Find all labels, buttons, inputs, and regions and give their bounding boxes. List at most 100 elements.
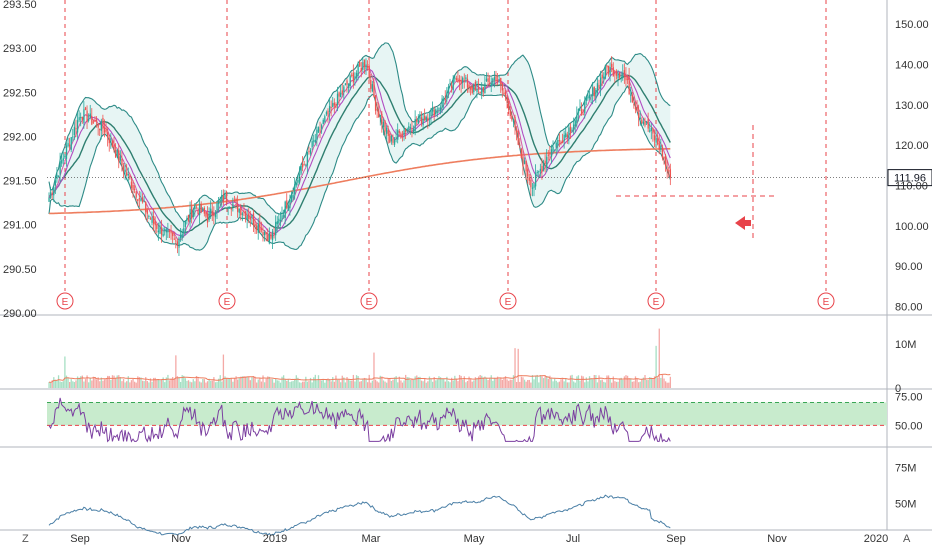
volume-bar xyxy=(427,381,429,388)
volume-bar xyxy=(412,379,415,388)
volume-bar xyxy=(664,381,667,388)
candle-body xyxy=(205,211,207,217)
candle-body xyxy=(647,118,649,129)
corner-button-a[interactable]: A xyxy=(903,533,911,545)
candle-body xyxy=(403,130,405,136)
volume-bar xyxy=(620,377,622,388)
candle-body xyxy=(241,213,244,215)
volume-bar xyxy=(84,379,87,388)
volume-bar xyxy=(660,377,662,388)
volume-bar xyxy=(89,377,91,388)
earnings-event-marker[interactable] xyxy=(360,292,378,310)
volume-bar xyxy=(528,379,530,388)
candle-body xyxy=(260,228,263,230)
volume-bar xyxy=(143,381,145,388)
candle-body xyxy=(273,233,275,235)
volume-bar xyxy=(599,380,602,388)
candle-body xyxy=(314,139,316,143)
volume-bar xyxy=(244,376,247,388)
candle-body xyxy=(455,78,458,81)
volume-bar xyxy=(290,381,293,388)
last-price-tag xyxy=(887,169,932,187)
candle-body xyxy=(639,117,641,119)
volume-bar xyxy=(476,378,478,388)
candle-body xyxy=(620,75,622,77)
volume-bar xyxy=(206,381,209,388)
volume-average-line xyxy=(48,373,671,383)
volume-bar xyxy=(92,376,95,388)
candle-body xyxy=(343,86,345,93)
volume-bar xyxy=(49,382,52,388)
candle-body xyxy=(457,78,459,82)
right-axis-tick: 130.00 xyxy=(895,100,929,112)
candle-body xyxy=(592,87,594,97)
candle-body xyxy=(316,129,318,140)
candle-body xyxy=(214,212,217,218)
candle-body xyxy=(601,74,603,79)
candle-body xyxy=(321,125,323,129)
volume-bar xyxy=(534,376,537,388)
candle-body xyxy=(490,82,492,87)
volume-bar xyxy=(530,382,532,388)
corner-buttons[interactable]: Z A xyxy=(22,533,911,545)
volume-bar xyxy=(275,378,277,388)
volume-bar xyxy=(506,379,508,388)
candle-body xyxy=(359,62,361,67)
candle-body xyxy=(333,102,335,106)
candle-body xyxy=(284,201,286,219)
candle-body xyxy=(88,119,90,121)
volume-bar xyxy=(577,375,580,388)
candle-body xyxy=(450,85,453,89)
corner-button-z[interactable]: Z xyxy=(22,533,29,545)
candle-body xyxy=(587,96,589,99)
candle-body xyxy=(95,119,98,122)
earnings-event-marker[interactable] xyxy=(56,292,74,310)
volume-bar xyxy=(487,380,489,388)
volume-bar xyxy=(181,375,183,388)
candle-body xyxy=(431,107,434,112)
candle-body xyxy=(308,151,310,153)
volume-bar xyxy=(321,380,323,388)
candle-body xyxy=(54,180,57,186)
earnings-event-marker[interactable] xyxy=(499,292,517,310)
candle-body xyxy=(338,92,340,97)
candle-body xyxy=(289,200,291,208)
right-axis-tick: 150.00 xyxy=(895,19,929,31)
candle-body xyxy=(309,149,312,154)
candle-body xyxy=(509,110,511,117)
volume-bar xyxy=(633,381,635,388)
volume-bar xyxy=(257,379,259,388)
volume-bar xyxy=(631,381,633,388)
volume-bar xyxy=(531,375,534,388)
earnings-event-marker[interactable] xyxy=(218,292,236,310)
volume-bar xyxy=(550,378,553,388)
candle-body xyxy=(397,129,399,140)
arrow-left-icon[interactable] xyxy=(735,216,751,230)
annotation-layer[interactable]: 111.96 xyxy=(47,125,932,238)
volume-bar xyxy=(314,374,316,388)
volume-bar xyxy=(482,377,484,388)
earnings-event-marker[interactable] xyxy=(647,292,665,310)
candle-body xyxy=(416,119,418,122)
volume-bar xyxy=(62,381,64,388)
volume-bar xyxy=(595,375,597,388)
volume-bar xyxy=(463,376,465,388)
right-axis-tick: 140.00 xyxy=(895,60,929,72)
volume-bar xyxy=(541,376,543,388)
candle-body xyxy=(365,64,367,70)
volume-bar xyxy=(587,381,589,388)
volume-bar xyxy=(126,381,128,388)
volume-bar xyxy=(615,381,618,388)
candle-body xyxy=(294,184,296,195)
candle-body xyxy=(355,73,358,78)
volume-bar xyxy=(195,375,198,388)
candle-body xyxy=(76,120,79,133)
volume-bar xyxy=(222,354,225,388)
earnings-event-marker[interactable] xyxy=(817,292,835,310)
volume-bar xyxy=(145,377,147,388)
candle-body xyxy=(94,120,96,122)
candle-body xyxy=(341,90,343,94)
volume-bar xyxy=(520,376,523,388)
volume-bar xyxy=(436,379,439,388)
